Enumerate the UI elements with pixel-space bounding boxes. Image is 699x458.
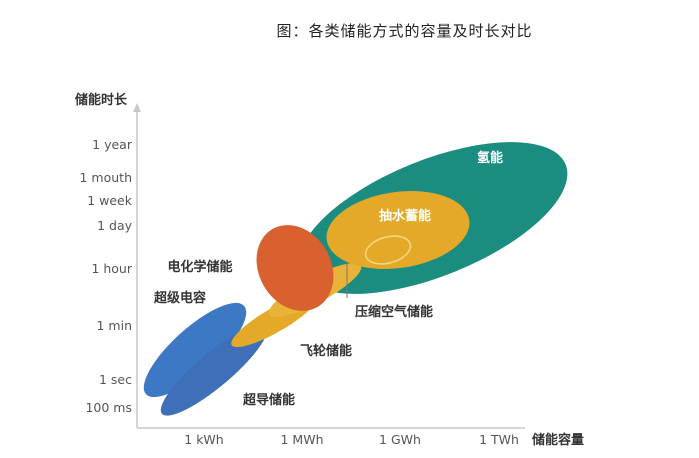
x-tick-label: 1 GWh: [379, 432, 421, 447]
electrochemical-label: 电化学储能: [167, 259, 232, 275]
y-axis-arrow-icon: [133, 103, 141, 112]
x-tick-label: 1 MWh: [281, 432, 324, 447]
y-tick-label: 1 min: [97, 318, 133, 333]
flywheel-label: 飞轮储能: [300, 343, 352, 359]
y-axis-title: 储能时长: [74, 92, 128, 108]
compressed-air-label: 压缩空气储能: [355, 304, 433, 320]
pumped-hydro-label: 抽水蓄能: [379, 208, 431, 224]
y-tick-label: 100 ms: [85, 400, 132, 415]
compressed-air-core-ring: [364, 235, 412, 265]
y-tick-label: 1 hour: [91, 261, 132, 276]
y-tick-label: 1 day: [97, 218, 133, 233]
supercapacitor-label: 超级电容: [154, 290, 206, 306]
electrochemical-region: [256, 225, 334, 311]
superconducting-region: [160, 324, 268, 416]
hydrogen-label: 氢能: [477, 150, 503, 166]
x-tick-label: 1 TWh: [479, 432, 519, 447]
y-tick-label: 1 sec: [99, 372, 132, 387]
y-tick-label: 1 year: [92, 137, 133, 152]
superconducting-label: 超导储能: [243, 392, 295, 408]
y-tick-label: 1 mouth: [80, 170, 133, 185]
x-axis-title: 储能容量: [531, 432, 584, 448]
supercapacitor-region: [143, 302, 247, 398]
figure-caption: 图：各类储能方式的容量及时长对比: [276, 22, 533, 40]
x-tick-label: 1 kWh: [184, 432, 223, 447]
pumped-hydro-region: [326, 191, 470, 269]
y-tick-label: 1 week: [87, 193, 133, 208]
